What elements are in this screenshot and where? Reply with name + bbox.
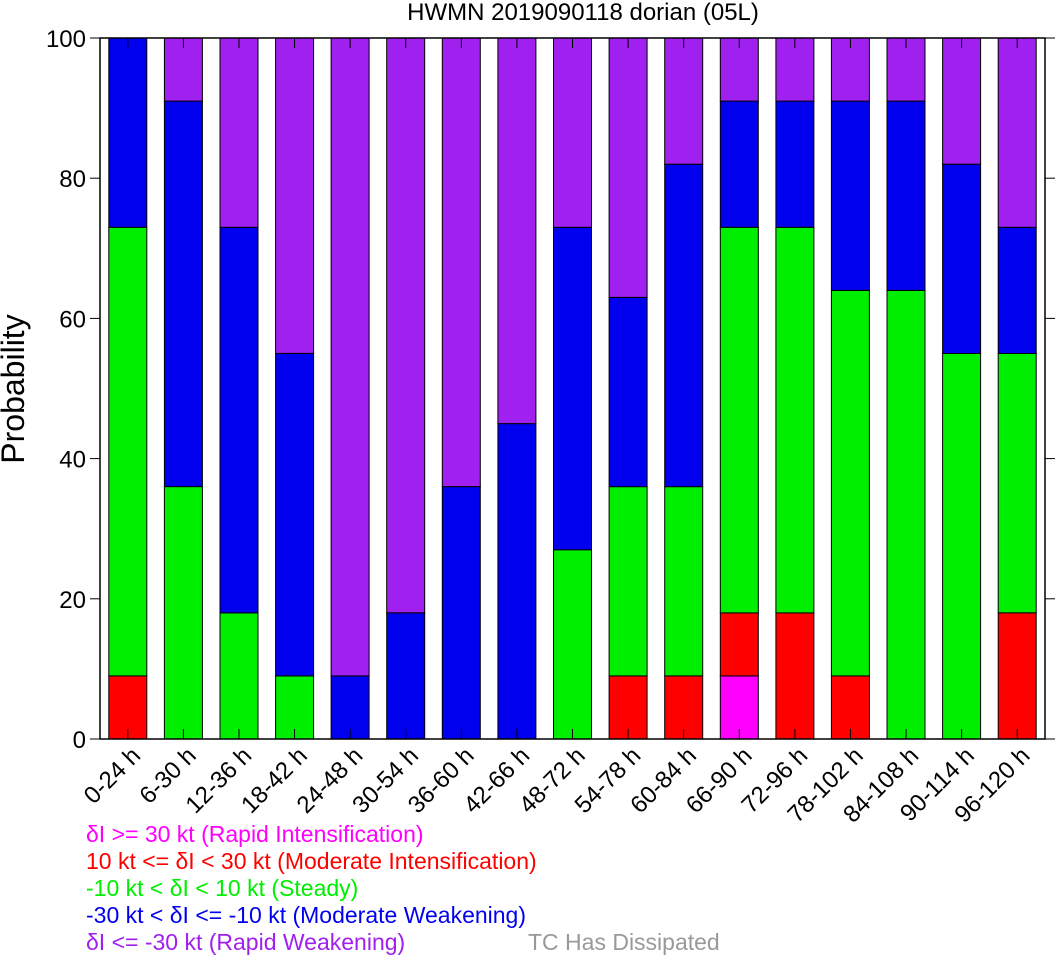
bar-segment-42-66h-s3 <box>497 423 537 740</box>
bar-segment-48-72h-s2 <box>553 549 592 740</box>
bar-segment-6-30h-s3 <box>163 100 203 488</box>
bar-segment-96-120h-s1 <box>997 612 1037 740</box>
x-tick-labels: 0-24 h6-30 h12-36 h18-42 h24-48 h30-54 h… <box>79 742 1036 828</box>
bar-segment-18-42h-s3 <box>275 352 315 677</box>
bar-segment-0-24h-s1 <box>108 675 148 740</box>
bar-segment-60-84h-s4 <box>664 37 704 165</box>
bar-segment-84-108h-s4 <box>886 37 926 102</box>
bar-segment-36-60h-s3 <box>441 486 481 740</box>
y-tick-label: 100 <box>46 26 86 53</box>
legend-tc-dissipated: TC Has Dissipated <box>528 929 720 955</box>
bar-segment-12-36h-s3 <box>219 226 259 614</box>
bar-segment-78-102h-s4 <box>830 37 870 102</box>
bar-segment-0-24h-s2 <box>108 226 148 677</box>
bar-segment-90-114h-s2 <box>942 352 982 740</box>
bar-segment-96-120h-s4 <box>997 37 1037 228</box>
bar-segment-78-102h-s2 <box>830 289 870 677</box>
bar-segment-42-66h-s4 <box>497 37 537 425</box>
bar-segment-36-60h-s4 <box>441 37 481 488</box>
bar-segment-78-102h-s3 <box>830 100 870 291</box>
y-tick-labels: 0 20 40 60 80 100 <box>46 26 86 754</box>
bar-segment-30-54h-s3 <box>386 612 426 740</box>
bar-segment-54-78h-s2 <box>608 486 648 677</box>
legend-rapid-weakening: δI <= -30 kt (Rapid Weakening) <box>86 929 406 955</box>
y-tick-label: 80 <box>59 166 86 193</box>
legend-steady: -10 kt < δI < 10 kt (Steady) <box>86 875 359 901</box>
bar-segment-6-30h-s2 <box>163 486 203 740</box>
bar-segment-66-90h-s4 <box>719 37 759 102</box>
bar-segment-96-120h-s2 <box>997 352 1037 614</box>
bar-segment-12-36h-s2 <box>219 612 259 740</box>
legend: δI >= 30 kt (Rapid Intensification) 10 k… <box>86 820 1046 960</box>
bar-segment-48-72h-s4 <box>553 37 592 228</box>
bar-segment-84-108h-s2 <box>886 289 926 740</box>
chart-title: HWMN 2019090118 dorian (05L) <box>407 0 759 26</box>
bar-segment-72-96h-s4 <box>775 37 815 102</box>
bar-segment-72-96h-s3 <box>775 100 815 228</box>
legend-rapid-intensification: δI >= 30 kt (Rapid Intensification) <box>86 821 424 847</box>
bars <box>108 37 1037 740</box>
plot-frame <box>99 37 1046 740</box>
bar-segment-66-90h-s3 <box>719 100 759 228</box>
bar-segment-0-24h-s3 <box>108 37 148 228</box>
bar-segment-66-90h-s2 <box>719 226 759 614</box>
bar-segment-60-84h-s3 <box>664 163 704 488</box>
bar-segment-24-48h-s4 <box>330 37 370 677</box>
x-tick-label: 0-24 h <box>79 742 146 809</box>
bar-segment-54-78h-s3 <box>608 296 648 488</box>
y-tick-label: 0 <box>73 727 86 754</box>
bar-segment-72-96h-s1 <box>775 612 815 740</box>
bar-segment-6-30h-s4 <box>163 37 203 102</box>
bar-segment-60-84h-s2 <box>664 486 704 677</box>
legend-moderate-weakening: -30 kt < δI <= -10 kt (Moderate Weakenin… <box>86 902 527 928</box>
bar-segment-24-48h-s3 <box>330 675 370 740</box>
bar-segment-96-120h-s3 <box>997 226 1037 354</box>
bar-segment-12-36h-s4 <box>219 37 259 228</box>
legend-moderate-intensification: 10 kt <= δI < 30 kt (Moderate Intensific… <box>86 848 537 874</box>
bar-segment-30-54h-s4 <box>386 37 426 614</box>
y-tick-label: 60 <box>59 306 86 333</box>
bar-segment-84-108h-s3 <box>886 100 926 291</box>
bar-segment-54-78h-s4 <box>608 37 648 298</box>
bar-segment-48-72h-s3 <box>553 226 592 551</box>
y-tick-label: 20 <box>59 587 86 614</box>
bar-segment-60-84h-s1 <box>664 675 704 740</box>
bar-segment-72-96h-s2 <box>775 226 815 614</box>
bar-segment-66-90h-s1 <box>719 612 759 677</box>
y-axis-label: Probability <box>0 314 31 463</box>
axes <box>90 37 1055 740</box>
bar-segment-90-114h-s3 <box>942 163 982 354</box>
bar-segment-18-42h-s4 <box>275 37 315 354</box>
y-tick-label: 40 <box>59 447 86 474</box>
bar-segment-90-114h-s4 <box>942 37 982 165</box>
bar-segment-78-102h-s1 <box>830 675 870 740</box>
